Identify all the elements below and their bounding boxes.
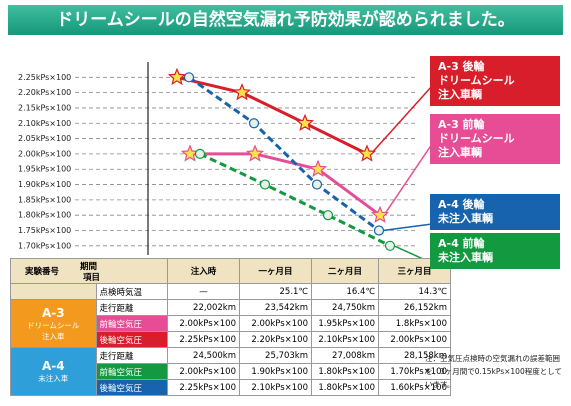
temp-cell: 16.4℃: [311, 283, 379, 300]
group-sub: 未注入車: [38, 374, 69, 383]
point-marker: [245, 144, 265, 162]
point-marker: [232, 83, 252, 101]
y-tick-label: 2.15kPs×100: [18, 103, 71, 112]
data-cell: 1.80kPs×100: [311, 379, 379, 396]
corner-item: 項目: [83, 273, 101, 283]
data-table: 期間 項目 実験番号 注入時 一ヶ月目 二ヶ月目 三ヶ月目 点検時気温 —25.1℃ 16.4℃ 1…: [10, 258, 451, 396]
point-marker: [373, 225, 385, 236]
point-marker: [259, 179, 271, 190]
point-marker: [370, 205, 390, 223]
data-cell: 2.10kPs×100: [239, 379, 312, 396]
series-line: [190, 152, 381, 217]
chart-title: ドリームシールの自然空気漏れ予防効果が認められました。: [8, 5, 563, 35]
data-row: A-3 ドリームシール 注入車 走行距離 22,002km 23,542km 24,750…: [10, 299, 451, 348]
y-tick-label: 2.25kPs×100: [18, 73, 71, 82]
data-cell: 1.8kPs×100: [378, 315, 451, 332]
legend-connector: [382, 223, 433, 232]
data-row: 後輪空気圧 2.25kPs×100 2.10kPs×100 1.80kPs×100 1.…: [11, 379, 451, 396]
group-id: A-3: [41, 305, 65, 320]
point-marker: [183, 72, 195, 83]
corner-id: 実験番号: [25, 267, 60, 277]
data-cell: 2.25kPs×100: [167, 331, 240, 348]
header-row: 期間 項目 実験番号 注入時 一ヶ月目 二ヶ月目 三ヶ月目: [10, 258, 451, 284]
temp-cell: —: [167, 283, 240, 300]
temp-row: 点検時気温 —25.1℃ 16.4℃ 14.3℃: [10, 283, 451, 300]
y-tick-label: 2.20kPs×100: [18, 88, 71, 97]
data-cell: 24,500km: [167, 347, 240, 364]
data-cell: 1.90kPs×100: [239, 363, 312, 380]
data-cell: 2.00kPs×100: [167, 315, 240, 332]
point-marker: [167, 67, 187, 86]
data-row: 後輪空気圧 2.25kPs×100 2.20kPs×100 2.10kPs×100 2.…: [11, 331, 451, 348]
point-marker: [194, 148, 206, 160]
temp-cell: 14.3℃: [378, 283, 451, 300]
row-label: 走行距離: [95, 299, 169, 316]
column-header: 注入時: [167, 258, 240, 284]
data-cell: 2.25kPs×100: [167, 379, 240, 396]
legend-entry: A-4 後輪 未注入車輌: [430, 194, 560, 230]
data-cell: 1.60kPs×100: [378, 379, 451, 396]
series-line: [188, 76, 380, 232]
temp-cell: 25.1℃: [239, 283, 312, 300]
row-label: 前輪空気圧: [95, 363, 169, 380]
legend-connector: [383, 143, 433, 216]
legend-entry: A-4 前輪 未注入車輌: [430, 233, 560, 269]
group-id: A-4: [41, 359, 65, 373]
group-cell: A-3 ドリームシール 注入車: [10, 299, 97, 348]
row-label: 後輪空気圧: [95, 331, 169, 348]
y-tick-label: 1.90kPs×100: [18, 180, 71, 189]
series-line: [176, 75, 368, 156]
y-tick-label: 1.85kPs×100: [18, 195, 71, 204]
y-tick-label: 1.80kPs×100: [18, 211, 71, 220]
data-row: 前輪空気圧 2.00kPs×100 2.00kPs×100 1.95kPs×100 1.…: [11, 315, 451, 332]
point-marker: [311, 179, 323, 190]
data-cell: 2.10kPs×100: [311, 331, 379, 348]
y-tick-label: 1.75kPs×100: [18, 226, 71, 235]
y-tick-label: 2.05kPs×100: [18, 134, 71, 143]
legend-connector: [370, 85, 433, 155]
y-tick-label: 1.70kPs×100: [18, 241, 71, 250]
data-cell: 25,703km: [239, 347, 312, 364]
y-tick-label: 2.00kPs×100: [18, 149, 71, 158]
row-label: 前輪空気圧: [95, 315, 169, 332]
data-cell: 23,542km: [239, 299, 312, 316]
data-cell: 2.00kPs×100: [167, 363, 240, 380]
row-label: 後輪空気圧: [95, 379, 169, 396]
data-cell: 27,008km: [311, 347, 379, 364]
note: 注：空気圧点検時の空気漏れの誤差範囲を、3ヶ月間で0.15kPs×100程度とし…: [425, 354, 562, 389]
column-header: 二ヶ月目: [311, 258, 379, 284]
series-line: [199, 152, 391, 248]
data-cell: 2.00kPs×100: [239, 315, 312, 332]
data-cell: 22,002km: [167, 299, 240, 316]
row-label: 走行距離: [95, 347, 169, 364]
row-label: 点検時気温: [95, 283, 169, 300]
point-marker: [322, 210, 334, 221]
y-tick-label: 1.95kPs×100: [18, 165, 71, 174]
blank-cell: [10, 283, 97, 300]
column-header: 一ヶ月目: [239, 258, 312, 284]
data-cell: 2.20kPs×100: [239, 331, 312, 348]
point-marker: [295, 113, 315, 131]
data-cell: 24,750km: [311, 299, 379, 316]
data-cell: 26,152km: [378, 299, 451, 316]
y-tick-label: 2.10kPs×100: [18, 119, 71, 128]
legend-entry: A-3 前輪 ドリームシール 注入車輌: [430, 114, 560, 164]
point-marker: [308, 159, 328, 177]
data-cell: 1.80kPs×100: [311, 363, 379, 380]
legend-entry: A-3 後輪 ドリームシール 注入車輌: [430, 56, 560, 106]
point-marker: [248, 118, 260, 129]
point-marker: [357, 144, 377, 162]
data-cell: 1.95kPs×100: [311, 315, 379, 332]
data-row: A-4 未注入車 走行距離 24,500km 25,703km 27,008km 28,15…: [10, 347, 451, 396]
group-cell: A-4 未注入車: [10, 347, 97, 396]
corner-cell: 期間 項目 実験番号: [10, 258, 168, 284]
point-marker: [384, 240, 396, 251]
corner-period: 期間: [79, 262, 97, 272]
data-cell: 2.00kPs×100: [378, 331, 451, 348]
group-sub: ドリームシール 注入車: [27, 320, 80, 341]
